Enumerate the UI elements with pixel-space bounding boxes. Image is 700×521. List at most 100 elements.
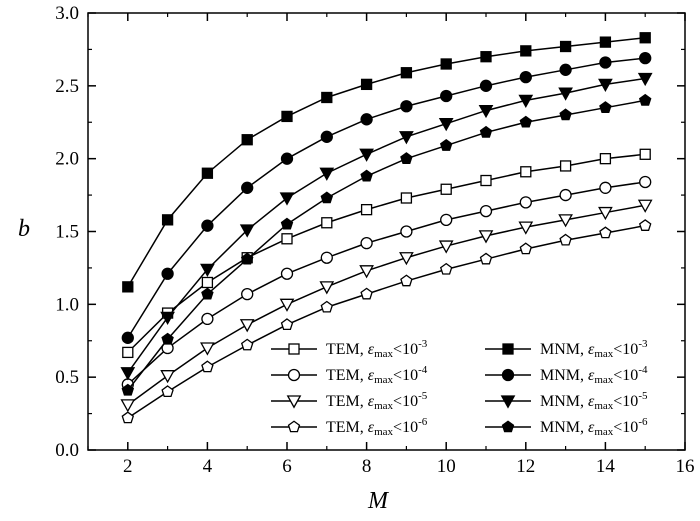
data-point: [519, 70, 532, 84]
axes: 2 4 6 8 10 12 14 16 0.0 0.5 1.0 1.5 2.0 2.5 3.0: [55, 3, 694, 477]
legend-marker: [287, 368, 301, 382]
data-point: [241, 287, 254, 301]
y-tick-label: 3.0: [55, 3, 79, 24]
legend-entry: MNM, εmax<10-4: [485, 364, 648, 386]
data-point: [559, 40, 572, 53]
series-mnm-epsm4: [121, 52, 652, 344]
x-tick-label: 10: [437, 456, 456, 477]
data-point: [160, 311, 175, 326]
data-point: [161, 267, 174, 280]
y-tick-label: 2.0: [55, 149, 79, 170]
data-point: [518, 94, 534, 108]
data-point: [440, 213, 453, 226]
data-point: [559, 160, 572, 172]
data-point: [599, 56, 612, 69]
x-tick-label: 8: [362, 456, 372, 477]
series-line: [127, 224, 646, 419]
series-mnm-epsm6: [121, 93, 652, 396]
data-point: [241, 134, 253, 146]
data-point: [200, 342, 215, 356]
data-point: [400, 274, 413, 287]
data-point: [360, 78, 373, 91]
data-point: [279, 298, 295, 312]
data-point: [639, 175, 652, 189]
data-point: [201, 360, 214, 373]
data-point: [558, 214, 573, 228]
data-point: [241, 181, 254, 194]
data-point: [122, 281, 134, 293]
series-mnm-epsm5: [120, 72, 653, 381]
data-point: [558, 87, 573, 101]
legend-entry: MNM, εmax<10-3: [485, 338, 648, 360]
data-point: [320, 191, 334, 204]
data-point: [439, 139, 453, 151]
data-point: [359, 148, 374, 162]
x-axis-title: M: [367, 488, 390, 514]
data-point: [439, 262, 453, 275]
legend-marker: [500, 395, 516, 409]
legend-marker: [287, 420, 301, 433]
data-point: [400, 192, 413, 204]
data-point: [400, 152, 413, 164]
data-point: [360, 237, 373, 250]
data-point: [400, 100, 413, 113]
y-tick-label: 0.0: [55, 440, 79, 461]
series-line: [127, 204, 646, 406]
data-point: [320, 130, 333, 143]
data-point: [360, 113, 373, 126]
data-point: [599, 226, 612, 239]
data-point: [201, 167, 214, 179]
data-point: [201, 312, 214, 326]
legend-label: TEM, εmax<10-5: [326, 390, 428, 412]
data-point: [320, 251, 333, 264]
legend-entry: TEM, εmax<10-6: [271, 416, 428, 438]
x-tick-label: 6: [282, 456, 292, 477]
data-point: [638, 93, 652, 106]
data-point: [599, 153, 612, 165]
x-tick-label: 14: [596, 456, 616, 477]
data-point: [639, 32, 651, 44]
x-tick-label: 2: [123, 456, 133, 477]
series-line: [127, 37, 646, 288]
data-point: [440, 58, 452, 70]
data-point: [280, 318, 294, 331]
legend-label: MNM, εmax<10-5: [540, 390, 648, 412]
x-tick-label: 4: [203, 456, 213, 477]
data-point: [599, 36, 612, 48]
legend-label: TEM, εmax<10-6: [326, 416, 428, 438]
legend-marker: [501, 420, 515, 433]
legend-marker: [501, 368, 515, 382]
data-point: [359, 265, 374, 279]
series-tem-epsm5: [120, 199, 653, 413]
series-line: [127, 153, 646, 353]
data-point: [520, 166, 532, 178]
data-point: [519, 242, 533, 255]
data-point: [399, 131, 414, 145]
series-line: [127, 77, 646, 374]
legend: TEM, εmax<10-3 TEM, εmax<10-4 TEM, εmax<10…: [271, 338, 648, 438]
data-point: [240, 338, 254, 351]
data-point: [280, 267, 294, 280]
data-point: [281, 110, 293, 123]
data-point: [440, 89, 453, 103]
data-point: [438, 240, 454, 254]
legend-entry: TEM, εmax<10-3: [271, 338, 428, 360]
data-point: [478, 230, 494, 244]
data-point: [438, 118, 454, 132]
data-point: [639, 148, 651, 160]
data-point: [559, 188, 572, 202]
data-point: [161, 385, 174, 398]
data-point: [598, 206, 613, 221]
legend-label: TEM, εmax<10-4: [326, 364, 428, 386]
data-point: [319, 281, 335, 295]
legend-entry: TEM, εmax<10-4: [271, 364, 428, 386]
data-point: [479, 252, 493, 265]
data-point: [480, 51, 492, 63]
data-point: [319, 167, 335, 181]
series-tem-epsm4: [121, 175, 652, 391]
x-tick-label: 12: [516, 456, 535, 477]
data-point: [239, 224, 255, 238]
data-point: [200, 263, 215, 277]
legend-label: MNM, εmax<10-6: [540, 416, 648, 438]
